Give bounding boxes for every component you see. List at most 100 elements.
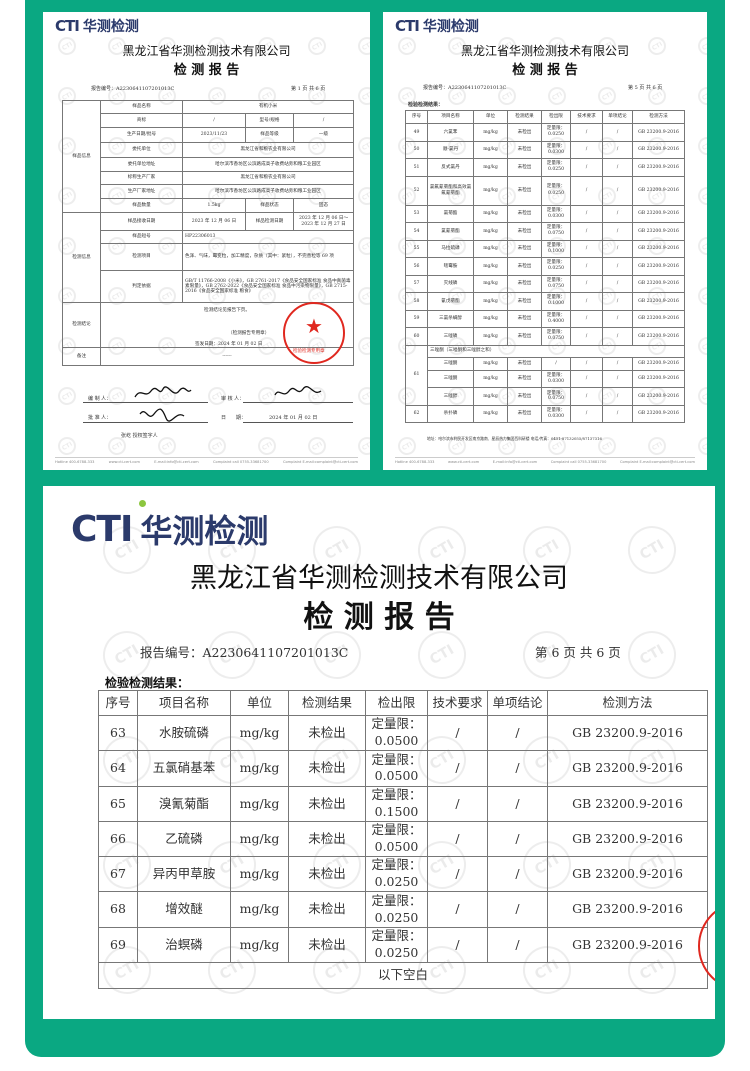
logo-cn: 华测检测	[82, 19, 139, 35]
table-cell: 灭线磷	[427, 274, 474, 293]
cti-watermark-icon: CTI	[354, 383, 370, 409]
table-cell: 定量限：0.0250	[541, 175, 571, 206]
cti-watermark-icon: CTI	[354, 83, 370, 109]
column-header: 检出限	[365, 690, 428, 716]
cti-watermark-icon: CTI	[694, 283, 707, 309]
table-cell: /	[182, 113, 246, 128]
table-cell: /	[427, 820, 488, 858]
table-row: 生产日期/批号 2023/11/23 样品等级 一级	[63, 127, 355, 143]
table-row: 三唑酮 mg/kg 未检出 / / / GB 23200.9-2016	[406, 356, 685, 371]
table-cell: /	[487, 820, 548, 858]
cti-logo: CTI 华测检测	[71, 500, 268, 552]
cti-watermark-icon: CTI	[544, 83, 570, 109]
table-cell: 52	[405, 175, 428, 206]
table-cell: GB 23200.9-2016	[632, 369, 685, 388]
table-cell: 50	[405, 140, 428, 159]
cti-watermark-icon: CTI	[354, 183, 370, 209]
table-cell: GB 23200.9-2016	[632, 404, 685, 423]
table-row: 67 异丙甲草胺 mg/kg 未检出 定量限：0.0250// GB 23200.9-20…	[98, 856, 708, 893]
table-cell: 未检出	[507, 239, 542, 258]
table-cell: 三唑酮	[427, 356, 474, 371]
complaint-email: Complaint E-mail:complaint@cti-cert.com	[282, 460, 358, 464]
cti-watermark-icon: CTI	[154, 433, 180, 459]
column-header: 检测结果	[507, 110, 542, 124]
table-cell: 型号/规格	[245, 113, 294, 128]
cti-watermark-icon: CTI	[354, 433, 370, 459]
table-cell: mg/kg	[473, 204, 508, 223]
table-row: 57 灭线磷 mg/kg 未检出 定量限：0.0750// GB 23200.9-2016	[405, 274, 685, 293]
table-cell: GB 23200.9-2016	[547, 856, 708, 893]
table-cell: 未检出	[507, 158, 542, 177]
column-header: 单项结论	[487, 690, 548, 716]
table-cell: 未检出	[288, 785, 366, 822]
table-cell: GB 23200.9-2016	[547, 785, 708, 822]
section-title: 检验检测结果：	[408, 102, 444, 108]
table-cell: GB 23200.9-2016	[632, 140, 685, 159]
table-cell: 定量限：0.0250	[365, 891, 428, 928]
table-cell: 63	[98, 714, 138, 752]
column-header: 技术要求	[570, 110, 603, 124]
table-cell: /	[602, 204, 633, 223]
table-cell: 59	[405, 309, 428, 328]
cti-watermark-icon: CTI	[304, 433, 330, 459]
table-cell: /	[427, 750, 488, 787]
table-cell: 水胺硫磷	[137, 714, 231, 752]
table-cell: GB/T 11766-2008《小米》，GB 2761-2017《食品安全国家标…	[181, 270, 355, 303]
table-cell: 样品短号	[100, 230, 183, 244]
table-cell: 三唑酮	[427, 369, 474, 388]
table-cell: /	[487, 714, 548, 752]
table-cell: mg/kg	[230, 820, 289, 858]
report-number: 报告编号：A2230641107201013C	[91, 86, 175, 92]
table-cell: mg/kg	[230, 891, 289, 928]
table-cell: /	[602, 257, 633, 276]
stamp-text: 检验检测专用章	[293, 349, 325, 354]
lab-address: 地址：哈尔滨市利民开发区南京路南、星辰热力集团西科研楼 电话/传真：0451-8…	[427, 436, 602, 441]
table-cell: 定量限：0.0500	[365, 820, 428, 858]
table-cell: 未检出	[288, 926, 366, 964]
table-cell: 定量限：0.0500	[365, 714, 428, 752]
table-cell: 定量限：0.0250	[541, 158, 571, 177]
table-row: 64 五氯硝基苯 mg/kg 未检出 定量限：0.0500// GB 23200.9-20…	[98, 750, 708, 787]
table-cell: /	[570, 309, 603, 328]
cti-watermark-icon: CTI	[394, 433, 420, 459]
table-cell: /	[487, 926, 548, 964]
table-cell: 三唑醇	[427, 387, 474, 406]
editor-label: 编 制 人：	[88, 396, 112, 402]
table-cell: 54	[405, 222, 428, 241]
table-cell: 未检出	[288, 714, 366, 752]
table-cell: 未检出	[507, 274, 542, 293]
table-cell: 顺-氯丹	[427, 140, 474, 159]
table-row: 49 六氯苯 mg/kg 未检出 定量限：0.0250// GB 23200.9-2016	[405, 123, 685, 142]
table-cell: mg/kg	[473, 292, 508, 311]
report-title: 检 测 报 告	[303, 600, 455, 635]
cti-watermark-icon: CTI	[354, 283, 370, 309]
complaint-email: Complaint E-mail:complaint@cti-cert.com	[619, 460, 695, 464]
date-label: 日 期：	[221, 415, 247, 421]
table-cell: 嘧霉胺	[427, 257, 474, 276]
table-cell: mg/kg	[230, 856, 289, 893]
table-cell: 定量限：0.0750	[541, 327, 571, 346]
signatory: 张屹 授权签字人	[121, 433, 158, 439]
table-cell: 五氯硝基苯	[137, 750, 231, 787]
cti-watermark-icon: CTI	[54, 383, 80, 409]
table-cell: /	[570, 387, 603, 406]
table-cell: 2023 年 12 月 06 日～2023 年 12 月 27 日	[292, 212, 355, 231]
table-row: 以下空白	[98, 962, 708, 990]
table-cell: mg/kg	[473, 327, 508, 346]
table-row: 59 三氯杀螨醇 mg/kg 未检出 定量限：0.4000// GB 23200.9-20…	[405, 309, 685, 328]
table-cell: 定量限：0.0300	[541, 404, 571, 423]
cti-watermark-icon: CTI	[694, 333, 707, 359]
table-cell: mg/kg	[473, 239, 508, 258]
logo-latin: CTI	[55, 17, 80, 35]
table-cell: 判定依据	[100, 270, 183, 303]
table-cell: GB 23200.9-2016	[632, 123, 685, 142]
table-cell: GB 23200.9-2016	[632, 292, 685, 311]
logo-cn: 华测检测	[422, 19, 479, 35]
table-row: 50 顺-氯丹 mg/kg 未检出 定量限：0.0300// GB 23200.9-201…	[405, 140, 685, 159]
table-cell: 未检出	[507, 140, 542, 159]
table-cell: 哈尔滨市香坊区公滨路成高子收费站旁和粮工业园区	[181, 157, 355, 172]
website-link: www.cti-cert.com	[448, 460, 480, 464]
table-cell: 定量限：0.0250	[365, 856, 428, 893]
table-cell: 氯氟氰菊酯和高效氯氟氰菊酯	[427, 175, 474, 206]
report-title: 检 测 报 告	[173, 63, 240, 78]
